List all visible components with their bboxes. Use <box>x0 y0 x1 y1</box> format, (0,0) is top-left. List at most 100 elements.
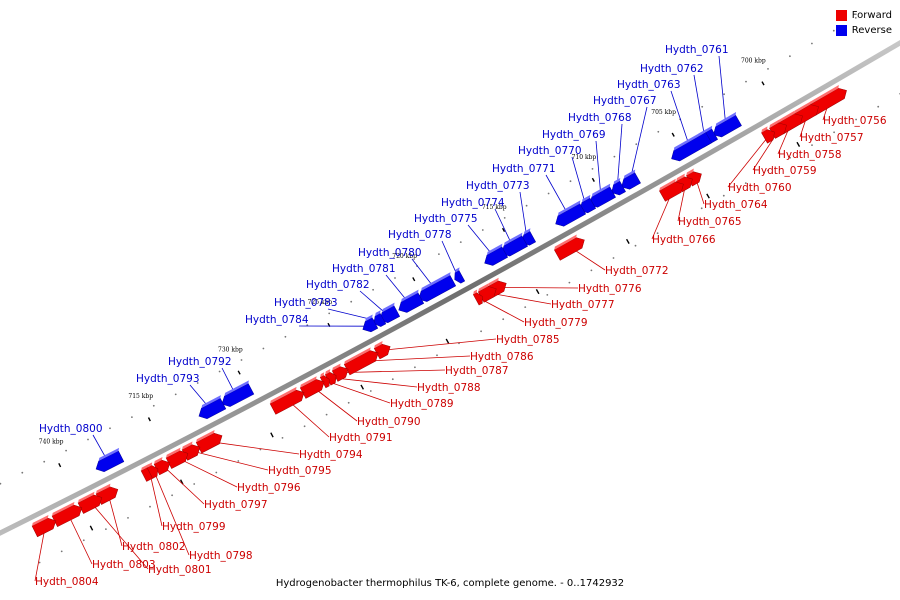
hydth-0791-arrow[interactable] <box>269 385 307 415</box>
hydth-0803-arrow[interactable] <box>51 500 85 528</box>
hydth-0802-label[interactable]: Hydth_0802 <box>122 541 186 553</box>
hydth-0792-arrow[interactable] <box>218 380 256 409</box>
hydth-0803-label[interactable]: Hydth_0803 <box>92 559 156 571</box>
hydth-0800-arrow[interactable] <box>92 447 125 475</box>
hydth-0762-label[interactable]: Hydth_0762 <box>640 63 704 75</box>
hydth-0768-arrow[interactable] <box>607 177 627 198</box>
hydth-0760-arrow[interactable] <box>760 125 777 144</box>
hydth-0797-label[interactable]: Hydth_0797 <box>204 499 268 511</box>
hydth-0796-arrow[interactable] <box>165 446 191 469</box>
hydth-0785-arrow[interactable] <box>373 339 393 360</box>
hydth-0781-arrow[interactable] <box>395 289 426 316</box>
hydth-0765-label[interactable]: Hydth_0765 <box>678 216 742 228</box>
scale-dot <box>700 207 703 210</box>
hydth-0799-label[interactable]: Hydth_0799 <box>162 521 226 533</box>
hydth-0775-arrow[interactable] <box>481 243 510 269</box>
hydth-0779-label[interactable]: Hydth_0779 <box>524 317 588 329</box>
hydth-0792-label[interactable]: Hydth_0792 <box>168 356 232 368</box>
hydth-0790-arrow[interactable] <box>299 374 327 399</box>
hydth-0789-label[interactable]: Hydth_0789 <box>390 398 454 410</box>
hydth-0766-arrow[interactable] <box>658 177 686 202</box>
hydth-0763-arrow[interactable] <box>667 129 713 164</box>
hydth-0766-label[interactable]: Hydth_0766 <box>652 234 716 246</box>
hydth-0796-label[interactable]: Hydth_0796 <box>237 482 301 494</box>
hydth-0783-arrow[interactable] <box>370 310 388 329</box>
hydth-0782-arrow[interactable] <box>376 302 402 326</box>
hydth-0786-label[interactable]: Hydth_0786 <box>470 351 534 363</box>
gene-top-face <box>486 243 503 255</box>
hydth-0772-arrow[interactable] <box>553 233 587 261</box>
hydth-0771-label[interactable]: Hydth_0771 <box>492 163 556 175</box>
hydth-0767-arrow[interactable] <box>617 169 642 192</box>
hydth-0794-arrow[interactable] <box>195 428 225 454</box>
hydth-0775-label[interactable]: Hydth_0775 <box>414 213 478 225</box>
hydth-0774-arrow[interactable] <box>498 232 530 259</box>
hydth-0763-label[interactable]: Hydth_0763 <box>617 79 681 91</box>
hydth-0776-label[interactable]: Hydth_0776 <box>578 283 642 295</box>
hydth-0801-arrow[interactable] <box>77 490 105 514</box>
scale-dot <box>481 229 484 231</box>
hydth-0790-label[interactable]: Hydth_0790 <box>357 416 421 428</box>
hydth-0784-label[interactable]: Hydth_0784 <box>245 314 309 326</box>
hydth-0778-label[interactable]: Hydth_0778 <box>388 229 452 241</box>
hydth-0804-label[interactable]: Hydth_0804 <box>35 576 99 588</box>
hydth-0795-label[interactable]: Hydth_0795 <box>268 465 332 477</box>
hydth-0781-label[interactable]: Hydth_0781 <box>332 263 396 275</box>
hydth-0788-arrow[interactable] <box>324 368 339 386</box>
hydth-0798-label[interactable]: Hydth_0798 <box>189 550 253 562</box>
hydth-0785-label[interactable]: Hydth_0785 <box>496 334 560 346</box>
hydth-0794-label[interactable]: Hydth_0794 <box>299 449 363 461</box>
hydth-0798-arrow[interactable] <box>146 461 161 479</box>
hydth-0801-label[interactable]: Hydth_0801 <box>148 564 212 576</box>
gene-top-face <box>455 267 460 273</box>
hydth-0780-label[interactable]: Hydth_0780 <box>358 247 422 259</box>
hydth-0767-label[interactable]: Hydth_0767 <box>593 95 657 107</box>
tick-mark <box>625 238 630 244</box>
hydth-0777-label[interactable]: Hydth_0777 <box>551 299 615 311</box>
hydth-0797-arrow[interactable] <box>153 455 173 476</box>
hydth-0769-label[interactable]: Hydth_0769 <box>542 129 606 141</box>
legend: Forward Reverse <box>835 8 892 38</box>
hydth-0802-arrow[interactable] <box>95 482 121 505</box>
hydth-0756-label[interactable]: Hydth_0756 <box>823 115 887 127</box>
hydth-0784-arrow[interactable] <box>359 314 380 335</box>
hydth-0758-label[interactable]: Hydth_0758 <box>778 149 842 161</box>
hydth-0769-arrow[interactable] <box>585 183 617 211</box>
hydth-0770-arrow[interactable] <box>575 194 597 216</box>
hydth-0757-label[interactable]: Hydth_0757 <box>800 132 864 144</box>
hydth-0761-label[interactable]: Hydth_0761 <box>665 44 729 56</box>
hydth-0787-label[interactable]: Hydth_0787 <box>445 365 509 377</box>
scale-dot <box>855 118 857 121</box>
hydth-0759-label[interactable]: Hydth_0759 <box>753 165 817 177</box>
gene-arrows <box>31 85 847 538</box>
hydth-0760-label[interactable]: Hydth_0760 <box>728 182 792 194</box>
hydth-0768-label[interactable]: Hydth_0768 <box>568 112 632 124</box>
hydth-0774-label[interactable]: Hydth_0774 <box>441 197 505 209</box>
scale-dot <box>394 277 396 279</box>
hydth-0777-arrow[interactable] <box>477 281 499 303</box>
hydth-0783-label[interactable]: Hydth_0783 <box>274 297 338 309</box>
hydth-0764-label[interactable]: Hydth_0764 <box>704 199 768 211</box>
hydth-0780-arrow[interactable] <box>415 272 458 304</box>
hydth-0787-arrow[interactable] <box>331 362 351 382</box>
hydth-0791-label[interactable]: Hydth_0791 <box>329 432 393 444</box>
hydth-0764-arrow[interactable] <box>685 167 704 187</box>
hydth-0761-arrow[interactable] <box>709 112 743 140</box>
hydth-0786-arrow[interactable] <box>343 345 381 376</box>
hydth-0788-label[interactable]: Hydth_0788 <box>417 382 481 394</box>
hydth-0772-label[interactable]: Hydth_0772 <box>605 265 669 277</box>
hydth-0789-arrow[interactable] <box>319 372 332 389</box>
hydth-0804-arrow[interactable] <box>31 513 59 538</box>
hydth-0793-arrow[interactable] <box>195 395 228 421</box>
hydth-0778-arrow[interactable] <box>451 267 467 285</box>
scale-dot <box>569 180 572 183</box>
hydth-0779-arrow[interactable] <box>472 289 485 306</box>
hydth-0771-arrow[interactable] <box>551 200 587 229</box>
hydth-0793-label[interactable]: Hydth_0793 <box>136 373 200 385</box>
gene-shape <box>319 375 330 389</box>
hydth-0770-label[interactable]: Hydth_0770 <box>518 145 582 157</box>
hydth-0782-label[interactable]: Hydth_0782 <box>306 279 370 291</box>
legend-forward: Forward <box>835 8 892 23</box>
hydth-0800-label[interactable]: Hydth_0800 <box>39 423 103 435</box>
hydth-0773-label[interactable]: Hydth_0773 <box>466 180 530 192</box>
